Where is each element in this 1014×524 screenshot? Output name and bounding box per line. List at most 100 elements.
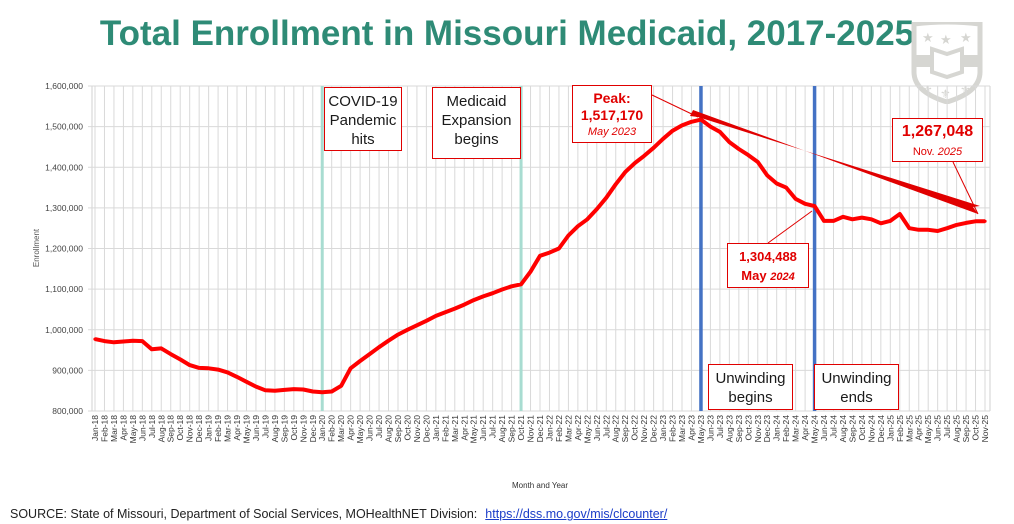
data-point (424, 319, 428, 323)
data-point (633, 161, 637, 165)
x-tick-label: Jul-21 (488, 415, 498, 438)
x-tick-label: Jul-18 (147, 415, 157, 438)
university-shield-logo: ★ ★ ★ ⚜ ⚜ ⚜ (911, 22, 983, 104)
x-tick-label: Dec-23 (762, 415, 772, 443)
y-tick-label: 1,600,000 (45, 81, 83, 91)
unwinding-begins-annotation: Unwinding begins (708, 364, 793, 410)
peak-label: Peak: (593, 90, 631, 106)
x-tick-label: Jan-19 (204, 415, 214, 441)
x-tick-label: Apr-23 (686, 415, 696, 441)
data-point (652, 146, 656, 150)
source-note: SOURCE: State of Missouri, Department of… (10, 507, 667, 521)
data-point (405, 328, 410, 332)
data-point (150, 347, 154, 351)
data-point (964, 221, 968, 225)
y-tick-label: 800,000 (52, 406, 83, 416)
data-point (954, 223, 959, 227)
x-tick-label: May-19 (241, 415, 251, 444)
y-axis-label: Enrollment (32, 228, 41, 267)
unwinding-begins-line2: begins (728, 389, 773, 406)
x-tick-label: May-21 (469, 415, 479, 444)
data-point (822, 219, 826, 223)
data-point (282, 388, 286, 392)
data-point (93, 337, 97, 341)
svg-text:★: ★ (940, 32, 952, 47)
data-point (102, 339, 107, 343)
x-tick-label: Sep-20 (393, 415, 403, 443)
peak-annotation: Peak: 1,517,170 May 2023 (572, 85, 652, 143)
x-tick-label: Feb-25 (895, 415, 905, 442)
x-tick-label: Oct-20 (402, 415, 412, 441)
x-tick-label: Feb-19 (213, 415, 223, 442)
data-point (528, 270, 533, 274)
x-tick-label: Dec-22 (649, 415, 659, 443)
covid-line3: hits (351, 131, 375, 148)
data-point (415, 323, 419, 327)
y-tick-label: 1,500,000 (45, 122, 83, 132)
covid-annotation: COVID-19 Pandemic hits (324, 87, 402, 151)
data-point (936, 229, 940, 233)
x-tick-label: Aug-18 (156, 415, 166, 443)
x-tick-label: Mar-20 (336, 415, 346, 442)
x-tick-label: Aug-19 (270, 415, 280, 443)
x-tick-label: Jun-23 (705, 415, 715, 441)
y-tick-label: 1,200,000 (45, 244, 83, 254)
data-point (727, 140, 731, 144)
data-point (121, 339, 126, 344)
x-tick-label: Jun-18 (137, 415, 147, 441)
data-point (983, 219, 987, 223)
source-link[interactable]: https://dss.mo.gov/mis/clcounter/ (485, 507, 668, 521)
x-tick-label: Sep-18 (166, 415, 176, 443)
x-tick-label: Jul-25 (942, 415, 952, 438)
data-point (396, 333, 400, 337)
data-point (917, 228, 921, 232)
x-tick-label: Apr-18 (118, 415, 128, 441)
data-point (112, 340, 116, 344)
data-point (604, 196, 608, 200)
data-point (869, 217, 873, 221)
x-tick-label: Feb-22 (554, 415, 564, 442)
data-point (292, 387, 296, 391)
data-point (188, 363, 192, 367)
data-point (216, 367, 220, 372)
x-tick-label: Nov-22 (639, 415, 649, 443)
unwinding-ends-annotation: Unwinding ends (814, 364, 899, 410)
data-point (225, 370, 230, 375)
peak-arrow (651, 94, 699, 118)
data-point (197, 366, 201, 370)
data-point (850, 217, 855, 221)
data-point (576, 224, 580, 228)
data-point (453, 307, 457, 311)
x-tick-label: Aug-21 (497, 415, 507, 443)
x-tick-label: Jul-23 (715, 415, 725, 438)
x-tick-label: Nov-21 (526, 415, 536, 443)
svg-text:★: ★ (960, 30, 972, 45)
data-point (907, 226, 911, 230)
data-point (566, 233, 571, 238)
data-point (140, 339, 144, 343)
data-point (339, 384, 343, 388)
x-tick-label: Mar-23 (677, 415, 687, 442)
x-tick-label: Nov-18 (185, 415, 195, 443)
x-tick-label: Aug-20 (384, 415, 394, 443)
x-tick-label: Jul-22 (601, 415, 611, 438)
x-tick-label: Sep-23 (734, 415, 744, 443)
x-tick-label: Jun-19 (251, 415, 261, 441)
x-tick-label: Apr-24 (800, 415, 810, 441)
unwinding-ends-line2: ends (840, 389, 873, 406)
data-point (803, 202, 807, 206)
x-tick-label: Mar-19 (223, 415, 233, 442)
may2024-arrow (767, 210, 813, 244)
x-tick-label: Aug-24 (838, 415, 848, 443)
data-point (434, 314, 438, 318)
x-tick-label: Nov-24 (866, 415, 876, 443)
unwinding-ends-line1: Unwinding (821, 370, 892, 387)
data-point (301, 387, 305, 392)
data-point (131, 339, 135, 343)
data-point (614, 182, 618, 186)
x-tick-label: Sep-22 (620, 415, 630, 443)
x-tick-label: Jan-22 (544, 415, 554, 441)
x-tick-label: Apr-21 (459, 415, 469, 441)
data-point (888, 219, 892, 223)
